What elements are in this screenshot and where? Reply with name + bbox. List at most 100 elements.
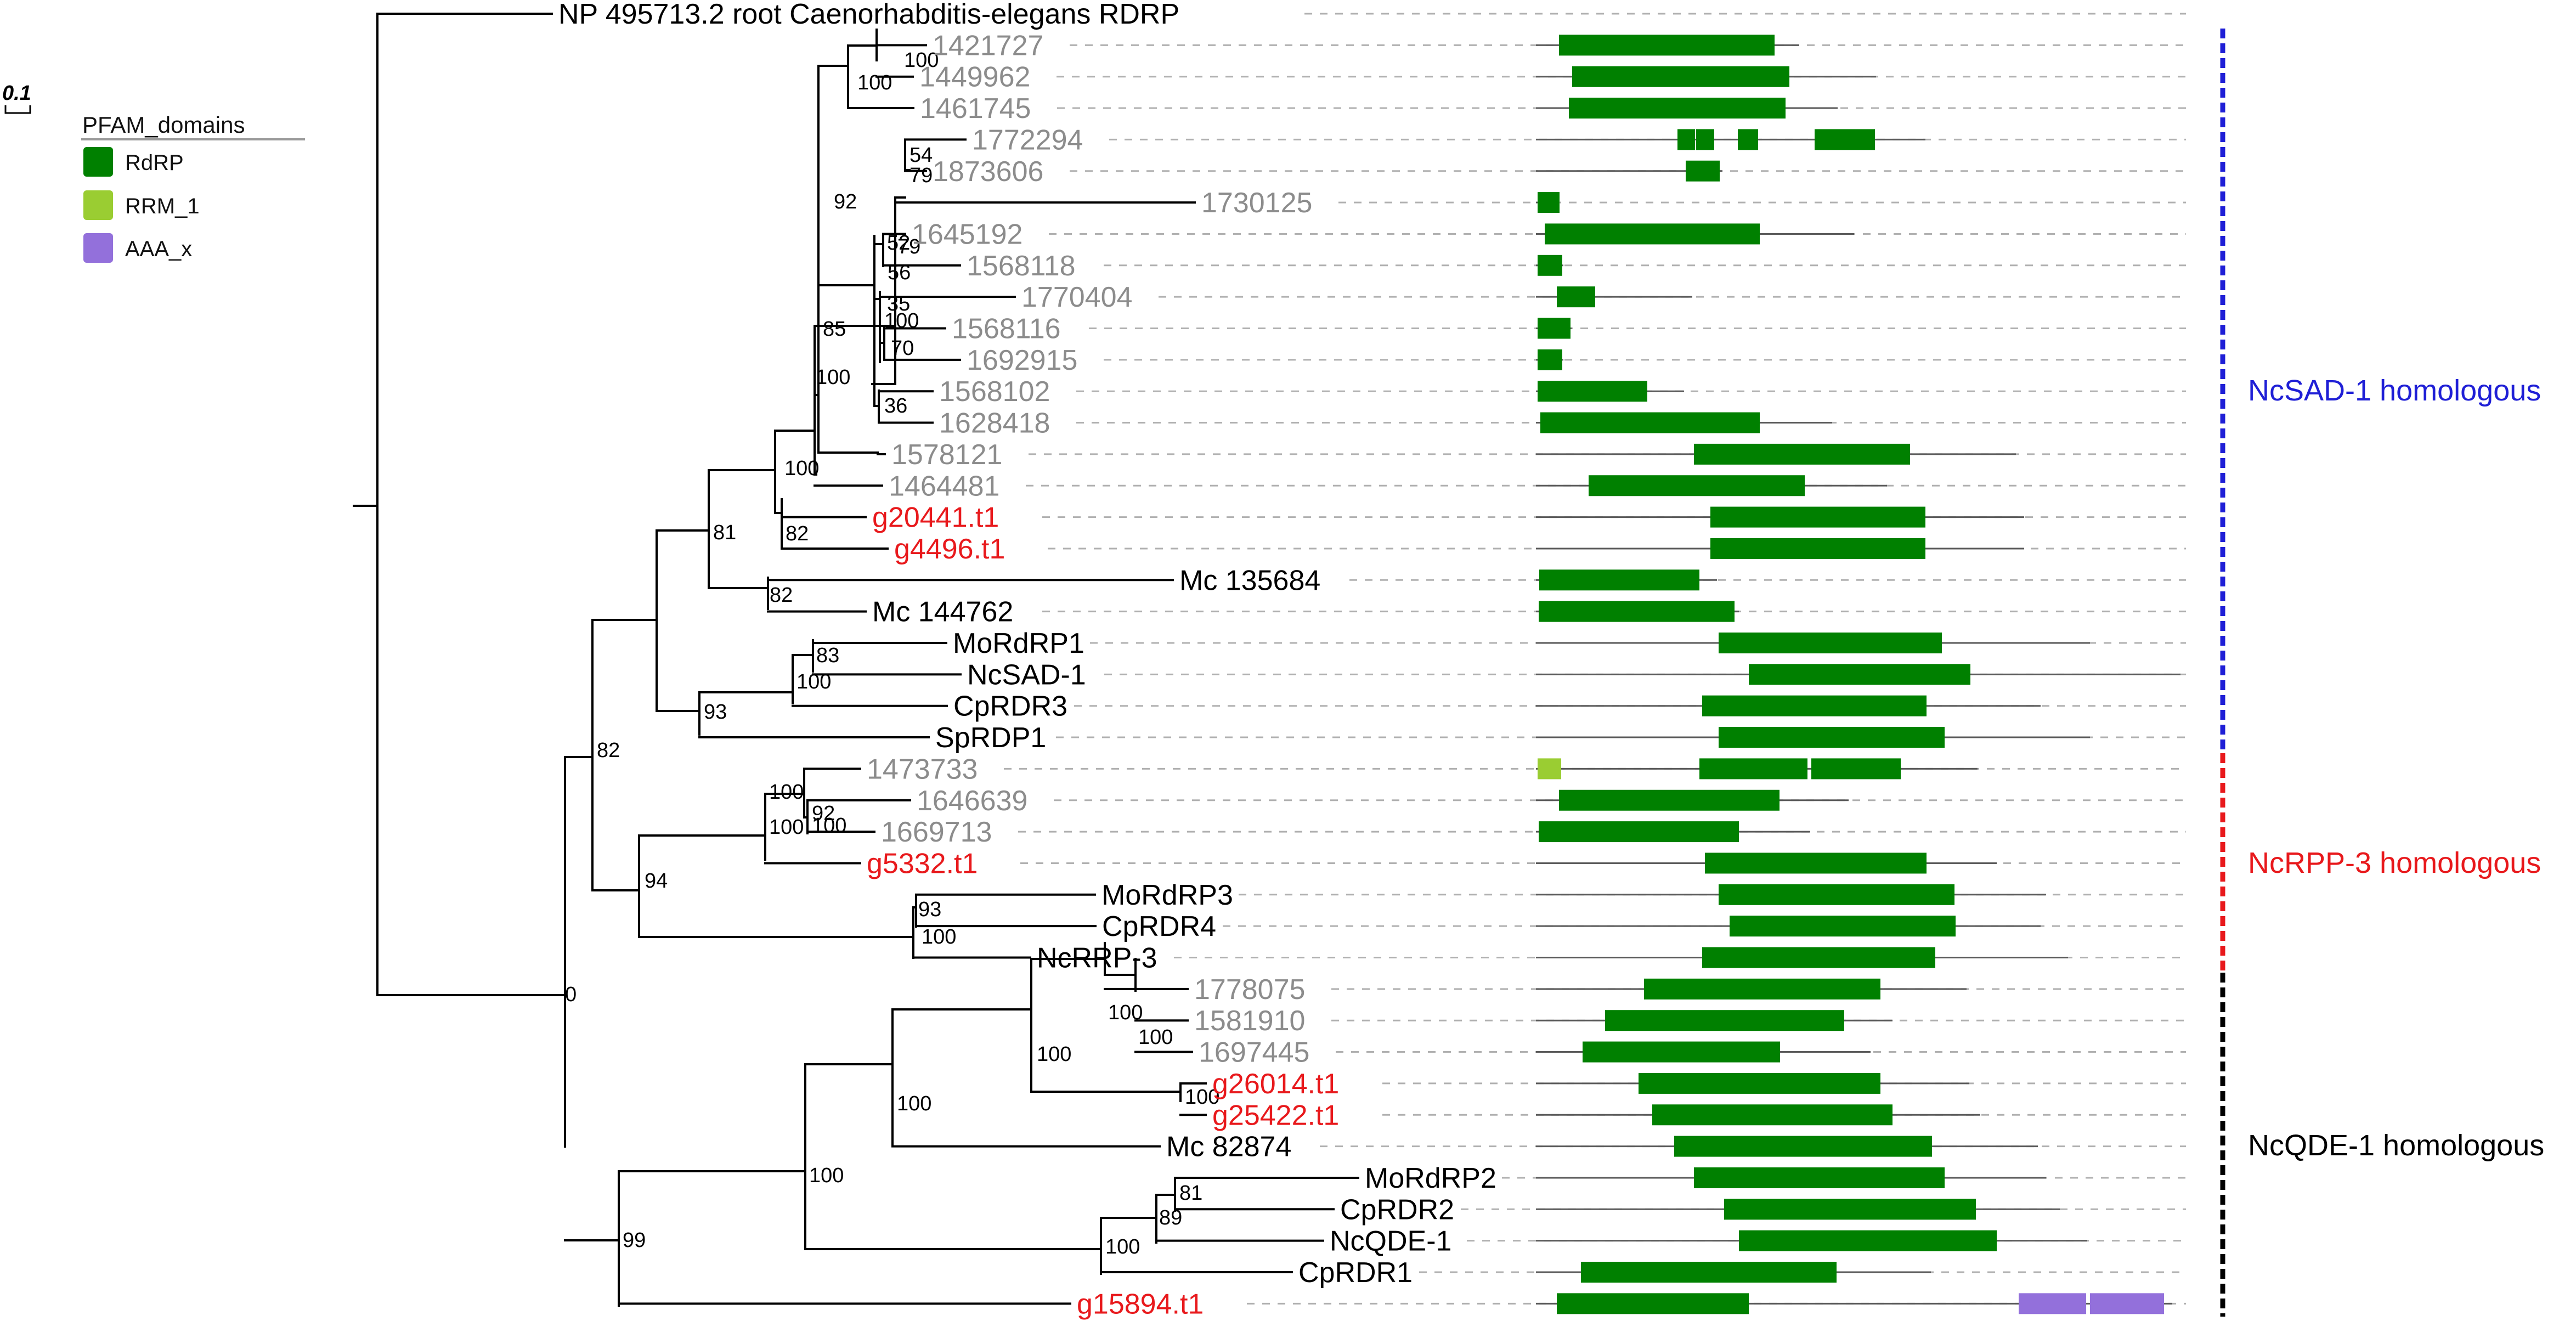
bootstrap-value: 82 (786, 522, 809, 545)
bootstrap-value: 100 (1037, 1043, 1071, 1066)
taxon-label: g15894.t1 (1077, 1288, 1204, 1320)
taxon-label: 1449962 (919, 61, 1030, 93)
taxon-label: CpRDR1 (1298, 1257, 1413, 1289)
rdrp-domain (1702, 947, 1935, 968)
rdrp-domain (1702, 695, 1927, 716)
rdrp-domain (1738, 129, 1758, 150)
rdrp-domain (1589, 475, 1805, 496)
taxon-label: 1473733 (867, 753, 978, 785)
bootstrap-value: 100 (904, 49, 939, 72)
rdrp-domain (1538, 318, 1571, 339)
bootstrap-value: 100 (816, 366, 850, 389)
bootstrap-value: 79 (897, 235, 920, 258)
rdrp-domain (1694, 443, 1910, 465)
bootstrap-value: 0 (565, 983, 577, 1006)
taxon-label: 1645192 (912, 218, 1023, 250)
bootstrap-value: 93 (704, 701, 727, 724)
taxon-label: MoRdRP3 (1101, 879, 1233, 911)
taxon-label: 1568118 (967, 250, 1076, 282)
taxon-label: Mc 144762 (872, 596, 1013, 628)
taxon-label: SpRDP1 (935, 722, 1046, 754)
rdrp-domain (1739, 1230, 1997, 1251)
rdrp-domain (1557, 1293, 1749, 1314)
rdrp-domain (1557, 286, 1595, 308)
rdrp-domain (1540, 412, 1760, 433)
bootstrap-value: 100 (1138, 1026, 1173, 1049)
bootstrap-value: 36 (884, 394, 907, 417)
rdrp-domain (1605, 1010, 1844, 1031)
pfam-legend: PFAM_domains RdRP RRM_1 AAA_x (81, 112, 305, 263)
rdrp-domain (1644, 978, 1880, 1000)
taxon-label: CpRDR2 (1340, 1194, 1454, 1226)
bootstrap-value: 100 (857, 71, 892, 94)
bootstrap-value: 100 (796, 670, 831, 693)
rdrp-domain (1719, 884, 1954, 905)
bootstrap-value: 93 (918, 898, 941, 921)
bootstrap-value: 81 (1179, 1182, 1202, 1205)
bootstrap-value: 52 (887, 232, 910, 255)
rdrp-domain (1719, 727, 1945, 748)
rdrp-domain (1652, 1104, 1893, 1126)
taxon-label: 1568102 (939, 376, 1050, 408)
domain-architectures (1536, 35, 2180, 1314)
taxon-label: g26014.t1 (1212, 1068, 1339, 1100)
rdrp-domain (1559, 789, 1780, 811)
rdrp-domain (1696, 129, 1714, 150)
legend-label: RdRP (125, 151, 184, 175)
clade-label: NcSAD-1 homologous (2248, 374, 2541, 407)
rdrp-domain (1539, 601, 1735, 622)
legend-label: RRM_1 (125, 194, 200, 218)
taxon-label: 1581910 (1194, 1005, 1305, 1037)
rdrp-domain (1539, 569, 1699, 591)
rdrp-domain (1639, 1072, 1880, 1094)
taxon-label: CpRDR4 (1102, 911, 1216, 942)
rdrp-domain (1719, 633, 1942, 653)
aaa-domain (2019, 1293, 2086, 1314)
taxon-label: 1578121 (891, 439, 1002, 471)
bootstrap-value: 99 (623, 1229, 646, 1252)
taxon-label: NcSAD-1 (967, 659, 1086, 691)
bootstrap-value: 82 (597, 739, 620, 762)
taxon-label: 1421727 (933, 30, 1043, 61)
bootstrap-value: 100 (769, 816, 804, 839)
bootstrap-value: 89 (1159, 1206, 1182, 1229)
taxon-label: g20441.t1 (872, 502, 999, 534)
rdrp-domain (1699, 758, 1807, 780)
rdrp-domain (1538, 349, 1562, 370)
taxon-label: g4496.t1 (894, 533, 1005, 565)
rdrp-domain (1538, 381, 1647, 402)
bootstrap-value: 100 (784, 457, 819, 480)
bootstrap-value: 100 (884, 309, 919, 332)
bootstrap-value: 85 (823, 318, 846, 341)
rdrp-domain (1694, 1167, 1945, 1188)
bootstrap-value: 81 (713, 521, 736, 544)
taxon-label: 1669713 (881, 816, 992, 848)
rdrp-domain (1730, 916, 1956, 937)
taxon-label: 1772294 (972, 124, 1083, 156)
bootstrap-value: 100 (769, 781, 804, 804)
rdrp-domain (1811, 758, 1901, 780)
taxon-label: 1692915 (967, 345, 1077, 376)
taxon-label: 1461745 (920, 93, 1031, 125)
rdrp-domain (1569, 98, 1786, 119)
clade-label: NcQDE-1 homologous (2248, 1129, 2544, 1162)
taxon-label: 1697445 (1199, 1037, 1309, 1069)
clade-annotations: NcSAD-1 homologous NcRPP-3 homologous NcQD… (2220, 29, 2544, 1317)
taxon-label: Mc 135684 (1179, 564, 1320, 596)
rdrp-domain (1749, 664, 1970, 685)
bootstrap-value: 100 (812, 814, 846, 837)
rdrp-domain (1559, 35, 1775, 56)
scale-bar: 0.1 (2, 82, 31, 114)
rdrp-domain (1539, 821, 1739, 843)
taxon-label: NcRRP-3 (1037, 942, 1157, 974)
legend-label: AAA_x (125, 237, 192, 261)
rdrp-domain (1538, 255, 1562, 276)
legend-swatch-rrm-1 (83, 190, 113, 220)
taxon-label: NP 495713.2 root Caenorhabditis-elegans … (558, 0, 1179, 30)
taxon-labels: NP 495713.2 root Caenorhabditis-elegans … (558, 0, 1496, 1320)
taxon-label: g5332.t1 (867, 848, 978, 879)
taxon-label: 1730125 (1201, 187, 1312, 219)
taxon-label: NcQDE-1 (1330, 1226, 1451, 1257)
